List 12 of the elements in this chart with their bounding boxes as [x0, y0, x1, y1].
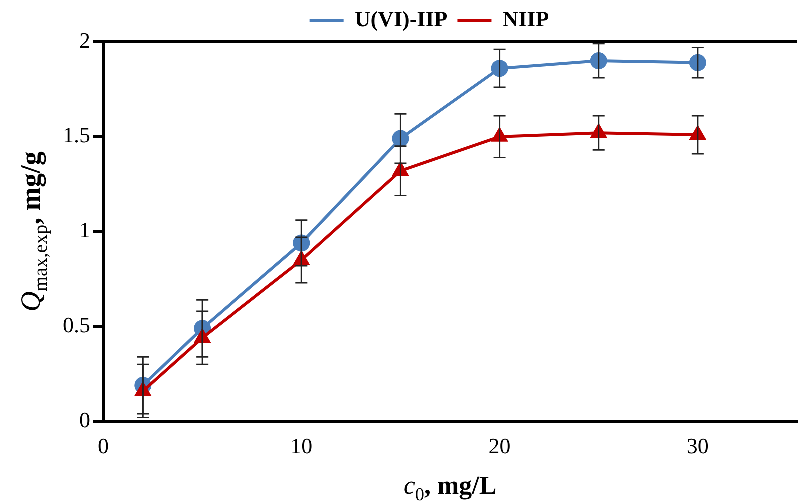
legend-label: U(VI)-IIP — [354, 6, 448, 32]
y-tick-label: 0.5 — [63, 312, 90, 338]
x-tick-label: 10 — [290, 434, 313, 459]
y-axis-title: Qmax,exp, mg/g — [16, 152, 52, 312]
y-tick-label: 1.5 — [63, 122, 90, 148]
x-tick-label: 0 — [98, 434, 109, 459]
y-tick-label: 2 — [80, 28, 90, 53]
y-tick-label: 1 — [80, 218, 90, 243]
x-tick-label: 20 — [488, 434, 511, 459]
legend-label: NIIP — [502, 6, 550, 32]
x-tick-label: 30 — [686, 434, 709, 459]
y-tick-label: 0 — [80, 407, 90, 432]
